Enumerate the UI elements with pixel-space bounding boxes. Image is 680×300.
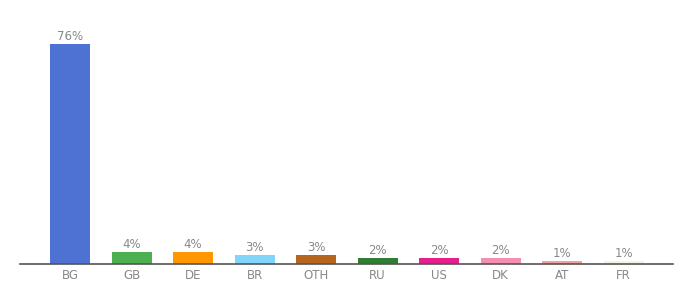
Bar [419,258,459,264]
Bar [50,44,90,264]
Text: 76%: 76% [57,29,83,43]
Bar [173,252,213,264]
Text: 4%: 4% [122,238,141,251]
Bar [481,258,520,264]
Bar [542,261,582,264]
Text: 2%: 2% [491,244,510,257]
Bar [296,255,336,264]
Bar [235,255,275,264]
Bar [604,261,643,264]
Text: 1%: 1% [614,247,633,260]
Text: 3%: 3% [245,241,264,254]
Bar [358,258,398,264]
Text: 2%: 2% [430,244,448,257]
Text: 3%: 3% [307,241,325,254]
Text: 4%: 4% [184,238,203,251]
Text: 1%: 1% [553,247,571,260]
Bar [112,252,152,264]
Text: 2%: 2% [369,244,387,257]
